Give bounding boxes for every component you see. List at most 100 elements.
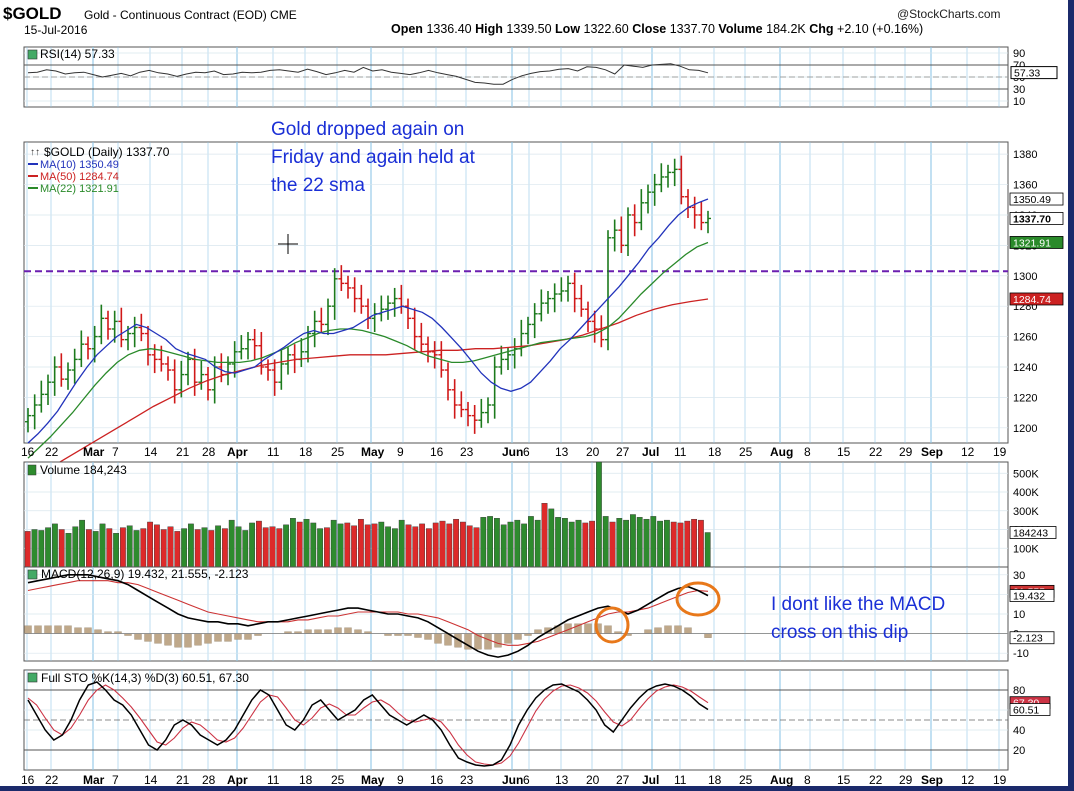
macd-value-label: 19.432 — [1013, 591, 1045, 603]
x-tick-label-bottom: 18 — [299, 773, 313, 787]
x-tick-label-top: 6 — [523, 445, 530, 459]
macd-histogram-bar — [84, 627, 92, 634]
x-tick-label-top: 19 — [993, 445, 1007, 459]
volume-bar — [378, 521, 385, 568]
rsi-last-label: 57.33 — [1014, 68, 1040, 80]
bottom-border — [0, 786, 1074, 791]
volume-bar — [119, 527, 126, 568]
macd-cross-circle-2 — [675, 581, 721, 617]
volume-bar — [616, 518, 623, 568]
x-tick-label-bottom: 8 — [804, 773, 811, 787]
gold-annotation-line-2: Friday and again held at — [271, 147, 475, 168]
x-tick-label-top: 23 — [460, 445, 474, 459]
macd-histogram-bar — [54, 625, 62, 634]
x-tick-label-top: 22 — [45, 445, 59, 459]
volume-bar — [446, 523, 453, 568]
volume-bar — [92, 531, 99, 568]
x-tick-label-top: 8 — [804, 445, 811, 459]
exchange-label: CME — [270, 8, 297, 22]
x-tick-label-bottom: 25 — [331, 773, 345, 787]
x-tick-label-top: 9 — [397, 445, 404, 459]
volume-bar — [317, 528, 323, 568]
macd-histogram-bar — [654, 627, 662, 634]
volume-bar — [72, 526, 79, 568]
price-ytick-label: 1200 — [1013, 423, 1037, 435]
macd-histogram-bar — [134, 633, 142, 640]
volume-bar — [412, 526, 419, 568]
source-label: @StockCharts.com — [897, 7, 1001, 21]
volume-bar — [215, 525, 221, 568]
price-value-label: 1321.91 — [1013, 237, 1051, 249]
macd-cross-circle-1 — [594, 606, 630, 644]
volume-bar — [494, 518, 500, 568]
macd-ytick-label: 30 — [1013, 570, 1025, 582]
x-tick-label-top: 25 — [331, 445, 345, 459]
macd-title: MACD(12,26,9) 19.432, 21.555, -2.123 — [41, 567, 249, 581]
volume-bar — [187, 523, 194, 568]
volume-bar — [371, 523, 378, 568]
volume-bar — [269, 526, 276, 568]
stochastic-title: Full STO %K(14,3) %D(3) 60.51, 67.30 — [41, 671, 249, 685]
ma10-line — [27, 198, 709, 444]
volume-bar — [106, 528, 113, 568]
symbol-title: $GOLD — [3, 4, 62, 23]
macd-histogram-bar — [414, 633, 422, 638]
x-tick-label-bottom: 19 — [993, 773, 1007, 787]
macd-histogram-bar — [204, 633, 212, 644]
volume-bar — [555, 517, 562, 568]
volume-bar — [698, 519, 704, 568]
volume-bar — [643, 518, 650, 568]
volume-ytick-label: 100K — [1013, 543, 1039, 555]
macd-histogram-bar — [224, 633, 232, 642]
volume-bar — [582, 522, 589, 568]
x-tick-label-top: 21 — [176, 445, 190, 459]
volume-bar — [426, 528, 432, 568]
rsi-ytick-label: 30 — [1013, 84, 1025, 96]
legend-label: MA(22) 1321.91 — [40, 183, 119, 195]
macd-histogram-bar — [234, 633, 242, 640]
x-tick-label-top: 11 — [267, 445, 280, 459]
volume-bar — [99, 523, 106, 568]
x-tick-label-bottom: 18 — [708, 773, 722, 787]
volume-title: Volume 184,243 — [40, 463, 127, 477]
stochastic-ytick-label: 20 — [1013, 745, 1025, 757]
macd-histogram-bar — [424, 633, 432, 640]
price-value-box — [1009, 292, 1064, 306]
volume-bar — [113, 533, 120, 568]
x-tick-label-bottom: 16 — [430, 773, 444, 787]
x-tick-label-bottom: Aug — [770, 773, 793, 787]
x-tick-label-top: May — [361, 445, 385, 459]
volume-bar — [630, 514, 636, 568]
volume-bar — [262, 527, 269, 568]
stochastic-indicator-icon — [27, 672, 38, 683]
chg-value: +2.10 (+0.16%) — [837, 22, 924, 36]
macd-indicator-icon — [27, 569, 38, 580]
volume-bar — [303, 518, 310, 568]
x-tick-label-top: Jun — [502, 445, 523, 459]
volume-bar — [65, 533, 72, 568]
macd-histogram-bar — [434, 633, 442, 644]
macd-ytick-label: 10 — [1013, 609, 1025, 621]
right-border — [1068, 0, 1074, 791]
x-tick-label-top: 15 — [837, 445, 851, 459]
volume-bar — [351, 525, 357, 568]
volume-bar — [174, 531, 181, 568]
volume-bar — [242, 530, 249, 568]
volume-bar — [541, 503, 548, 568]
volume-bar — [228, 519, 235, 568]
macd-histogram-bar — [684, 627, 692, 634]
stochastic-ytick-label: 40 — [1013, 725, 1025, 737]
x-tick-label-bottom: Mar — [83, 773, 105, 787]
x-tick-label-top: 29 — [899, 445, 913, 459]
macd-histogram-bar — [144, 633, 152, 642]
x-tick-label-bottom: 11 — [674, 773, 687, 787]
close-label: Close — [632, 22, 667, 36]
volume-bar — [507, 521, 514, 568]
volume-last-label: 184243 — [1013, 528, 1048, 540]
open-label: Open — [391, 22, 423, 36]
volume-bar — [344, 522, 351, 568]
rsi-title: RSI(14) 57.33 — [40, 47, 115, 61]
price-value-label: 1337.70 — [1013, 213, 1051, 225]
macd-histogram-bar — [214, 633, 222, 642]
